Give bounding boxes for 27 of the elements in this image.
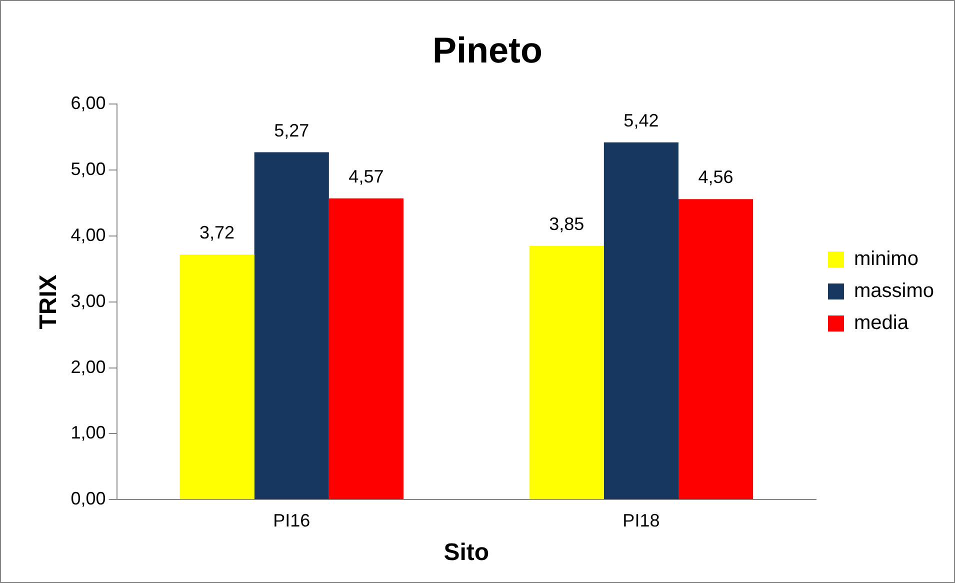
x-axis-title: Sito	[444, 539, 490, 566]
y-axis-title: TRIX	[35, 274, 62, 330]
y-tick-label: 5,00	[70, 159, 106, 180]
bar	[529, 246, 604, 500]
y-tick-label: 6,00	[70, 93, 106, 114]
x-tick-label: PI18	[622, 510, 660, 530]
y-tick-label: 0,00	[70, 488, 106, 509]
y-tick-label: 3,00	[70, 290, 106, 311]
bar	[180, 254, 254, 500]
bar	[678, 199, 754, 500]
x-tick-label: PI16	[273, 510, 310, 530]
data-label: 4,56	[698, 167, 734, 188]
data-label: 3,85	[549, 214, 584, 234]
data-label: 5,42	[624, 110, 659, 130]
data-label: 5,27	[274, 120, 310, 140]
bar	[604, 142, 678, 500]
bar	[254, 152, 329, 500]
chart-title: Pineto	[432, 30, 543, 71]
data-label: 3,72	[200, 222, 235, 242]
y-tick-label: 4,00	[70, 224, 106, 245]
y-tick-label: 2,00	[70, 356, 106, 377]
data-label: 4,57	[348, 166, 384, 186]
legend-label: media	[854, 312, 910, 334]
legend-label: minimo	[854, 248, 918, 270]
bar	[328, 198, 404, 500]
legend-label: massimo	[854, 280, 934, 302]
y-tick-label: 1,00	[70, 422, 106, 443]
